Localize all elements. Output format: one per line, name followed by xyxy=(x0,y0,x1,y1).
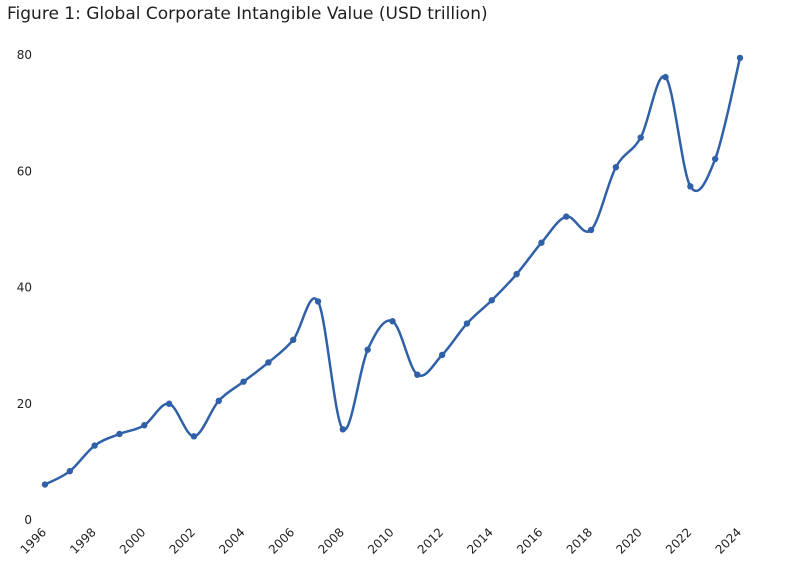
data-point xyxy=(190,433,198,440)
y-tick-label: 40 xyxy=(17,281,32,295)
data-point xyxy=(711,155,719,163)
x-tick-label: 2014 xyxy=(464,525,495,556)
data-point xyxy=(364,346,371,353)
x-tick-label: 2018 xyxy=(564,525,595,556)
x-tick-label: 2004 xyxy=(216,525,247,556)
x-tick-label: 2012 xyxy=(415,525,446,556)
y-tick-label: 80 xyxy=(17,48,32,62)
data-point xyxy=(662,73,669,81)
x-tick-label: 2006 xyxy=(266,525,297,556)
x-tick-label: 2024 xyxy=(713,525,744,556)
data-point xyxy=(389,318,396,325)
data-point xyxy=(438,351,446,359)
series-group xyxy=(41,54,744,488)
x-axis-ticks: 1996 1998 2000 2002 2004 2006 2008 2010 2012 2014… xyxy=(18,525,744,556)
data-point xyxy=(538,239,545,246)
data-point xyxy=(736,54,744,62)
data-point xyxy=(215,397,222,405)
data-point xyxy=(563,213,570,220)
data-point xyxy=(165,400,173,407)
data-point xyxy=(463,320,471,327)
data-point xyxy=(637,134,644,141)
data-point xyxy=(687,183,694,190)
x-tick-label: 2016 xyxy=(514,525,545,556)
y-axis-ticks: 0 20 40 60 80 xyxy=(17,48,32,527)
data-point xyxy=(339,426,347,433)
y-tick-label: 60 xyxy=(17,164,32,178)
x-tick-label: 2008 xyxy=(315,525,346,556)
data-point xyxy=(314,298,322,305)
x-tick-label: 2022 xyxy=(663,525,694,556)
y-tick-label: 0 xyxy=(24,513,32,527)
data-point xyxy=(240,378,247,385)
series-line xyxy=(44,57,742,486)
x-tick-label: 2010 xyxy=(365,525,396,556)
data-point xyxy=(587,226,595,234)
data-point xyxy=(41,481,49,488)
data-point xyxy=(66,467,74,475)
x-tick-label: 2000 xyxy=(117,525,148,556)
x-tick-label: 1996 xyxy=(18,525,49,556)
data-point xyxy=(91,442,98,449)
data-point xyxy=(513,270,520,278)
data-point xyxy=(141,422,148,429)
x-tick-label: 1998 xyxy=(67,525,98,556)
chart-title: Figure 1: Global Corporate Intangible Va… xyxy=(7,4,488,24)
y-tick-label: 20 xyxy=(17,397,32,411)
x-tick-label: 2002 xyxy=(167,525,198,556)
x-tick-label: 2020 xyxy=(613,525,644,556)
data-point xyxy=(414,371,421,378)
data-point xyxy=(290,336,297,344)
data-point xyxy=(265,359,272,366)
data-point xyxy=(612,163,620,171)
data-point xyxy=(116,430,123,438)
data-point xyxy=(488,297,495,304)
